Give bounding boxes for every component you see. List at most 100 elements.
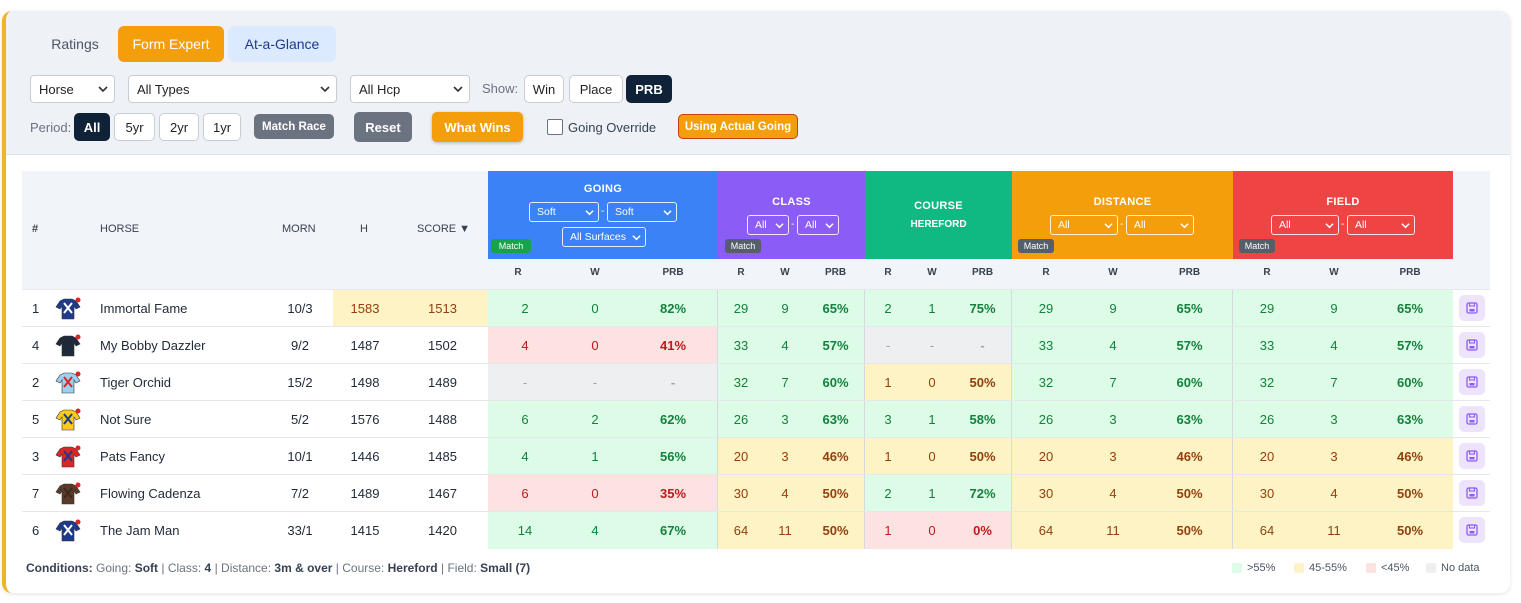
hcp-select[interactable]: All Hcp xyxy=(350,75,470,103)
going-r-cell: 14 xyxy=(488,512,562,549)
period-all-button[interactable]: All xyxy=(74,113,110,141)
using-actual-going-badge[interactable]: Using Actual Going xyxy=(678,114,798,139)
field-to-select[interactable]: All xyxy=(1347,215,1415,235)
score-cell: 1485 xyxy=(428,449,457,464)
field-match-button[interactable]: Match xyxy=(1239,239,1275,253)
going-prb-header: PRB xyxy=(662,267,684,278)
legend-swatch xyxy=(1366,563,1376,573)
column-separator xyxy=(717,512,718,549)
jockey-silks-icon xyxy=(54,327,84,364)
field-w-cell: 4 xyxy=(1301,475,1367,512)
score-cell: 1420 xyxy=(428,523,457,538)
col-score[interactable]: SCORE ▼ xyxy=(417,223,471,235)
course-name: HEREFORD xyxy=(910,219,967,230)
going-w-cell: 0 xyxy=(562,290,628,327)
going-match-button[interactable]: Match xyxy=(491,239,531,253)
col-morn[interactable]: MORN xyxy=(282,223,316,235)
what-wins-button[interactable]: What Wins xyxy=(432,112,523,142)
types-select[interactable]: All Types xyxy=(128,75,337,103)
course-cond-value: Hereford xyxy=(387,561,438,575)
period-2yr-button[interactable]: 2yr xyxy=(159,113,199,141)
match-race-button[interactable]: Match Race xyxy=(254,114,334,139)
going-override-checkbox[interactable] xyxy=(547,119,563,135)
class-from-select[interactable]: All xyxy=(747,215,789,235)
field-prb-cell: 50% xyxy=(1367,512,1453,549)
surfaces-select[interactable]: All Surfaces xyxy=(562,227,646,247)
going-override-label: Going Override xyxy=(568,120,657,135)
h-cell: 1446 xyxy=(350,449,380,464)
course-prb-cell: 0% xyxy=(953,512,1012,549)
distance-r-cell: 26 xyxy=(1012,401,1080,438)
show-label: Show: xyxy=(482,81,519,96)
save-form-icon[interactable] xyxy=(1459,369,1485,395)
tab-at-a-glance[interactable]: At-a-Glance xyxy=(228,26,336,62)
going-from-select[interactable]: Soft xyxy=(529,202,599,222)
going-prb-cell: 56% xyxy=(628,438,718,475)
horse-name[interactable]: Flowing Cadenza xyxy=(100,486,201,501)
horse-name[interactable]: Not Sure xyxy=(100,412,152,427)
show-prb-button[interactable]: PRB xyxy=(626,75,672,103)
course-w-header: W xyxy=(927,267,937,278)
going-to-select[interactable]: Soft xyxy=(607,202,677,222)
entity-select[interactable]: Horse xyxy=(30,75,115,103)
horse-name[interactable]: My Bobby Dazzler xyxy=(100,338,206,353)
distance-w-cell: 7 xyxy=(1080,364,1146,401)
col-h[interactable]: H xyxy=(360,223,368,235)
save-form-icon[interactable] xyxy=(1459,332,1485,358)
going-prb-cell: 35% xyxy=(628,475,718,512)
class-r-cell: 29 xyxy=(718,290,764,327)
save-form-icon[interactable] xyxy=(1459,517,1485,543)
rank-cell: 1 xyxy=(32,301,40,316)
show-win-button[interactable]: Win xyxy=(524,75,564,103)
distance-match-button[interactable]: Match xyxy=(1018,239,1054,253)
tab-ratings[interactable]: Ratings xyxy=(51,36,99,52)
going-r-cell: 4 xyxy=(488,438,562,475)
surfaces-value: All Surfaces xyxy=(570,231,627,243)
class-prb-cell: 63% xyxy=(806,401,865,438)
distance-to-select[interactable]: All xyxy=(1126,215,1194,235)
period-1yr-button[interactable]: 1yr xyxy=(203,113,241,141)
field-prb-cell: 46% xyxy=(1367,438,1453,475)
field-from-select[interactable]: All xyxy=(1271,215,1339,235)
column-separator xyxy=(717,475,718,512)
distance-from-select[interactable]: All xyxy=(1050,215,1118,235)
class-r-cell: 32 xyxy=(718,364,764,401)
class-to-select[interactable]: All xyxy=(797,215,839,235)
distance-cond-label: Distance: xyxy=(221,561,272,575)
tab-form-expert[interactable]: Form Expert xyxy=(118,26,224,62)
going-title: GOING xyxy=(583,183,623,195)
horse-name[interactable]: Tiger Orchid xyxy=(100,375,172,390)
column-separator xyxy=(864,290,865,327)
save-form-icon[interactable] xyxy=(1459,443,1485,469)
show-place-button[interactable]: Place xyxy=(569,75,623,103)
h-cell: 1415 xyxy=(350,523,380,538)
going-prb-cell: 41% xyxy=(628,327,718,364)
period-5yr-button[interactable]: 5yr xyxy=(114,113,155,141)
conditions-label: Conditions: xyxy=(26,561,93,575)
jockey-silks-icon xyxy=(54,364,84,401)
course-prb-cell: - xyxy=(953,327,1012,364)
field-prb-cell: 65% xyxy=(1367,290,1453,327)
reset-button[interactable]: Reset xyxy=(354,112,412,142)
horse-name[interactable]: Immortal Fame xyxy=(100,301,188,316)
divider: | xyxy=(440,561,445,575)
class-to-value: All xyxy=(805,219,817,231)
going-to-value: Soft xyxy=(615,206,634,218)
course-prb-cell: 50% xyxy=(953,364,1012,401)
horse-name[interactable]: Pats Fancy xyxy=(100,449,166,464)
going-r-cell: 2 xyxy=(488,290,562,327)
class-prb-cell: 46% xyxy=(806,438,865,475)
column-separator xyxy=(1232,438,1233,475)
save-form-icon[interactable] xyxy=(1459,295,1485,321)
distance-r-header: R xyxy=(1042,267,1050,278)
distance-title: DISTANCE xyxy=(1093,196,1152,208)
col-horse[interactable]: HORSE xyxy=(100,223,140,235)
class-match-button[interactable]: Match xyxy=(725,239,761,253)
toolbar: Ratings Form Expert At-a-Glance Horse Al… xyxy=(6,11,1510,155)
save-form-icon[interactable] xyxy=(1459,480,1485,506)
going-w-cell: 0 xyxy=(562,475,628,512)
horse-name[interactable]: The Jam Man xyxy=(100,523,180,538)
save-form-icon[interactable] xyxy=(1459,406,1485,432)
class-prb-cell: 60% xyxy=(806,364,865,401)
column-separator xyxy=(1232,327,1233,364)
